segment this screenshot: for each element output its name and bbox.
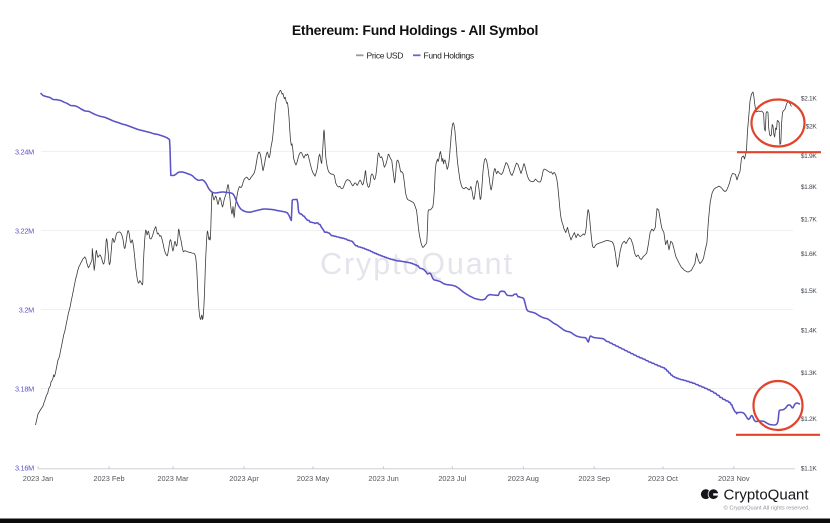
svg-text:$1.9K: $1.9K [801, 153, 818, 160]
svg-text:3.18M: 3.18M [15, 384, 34, 393]
svg-text:Fund Holdings: Fund Holdings [424, 50, 474, 60]
svg-text:$1.4K: $1.4K [801, 328, 818, 335]
svg-text:2023 Mar: 2023 Mar [157, 474, 189, 483]
svg-text:CryptoQuant: CryptoQuant [724, 487, 810, 504]
svg-text:2023 Feb: 2023 Feb [93, 474, 124, 483]
svg-text:$2.1K: $2.1K [801, 96, 818, 103]
svg-text:2023 Sep: 2023 Sep [578, 474, 610, 483]
svg-text:$1.5K: $1.5K [801, 288, 818, 295]
svg-text:2023 Aug: 2023 Aug [508, 474, 539, 483]
svg-text:2023 Nov: 2023 Nov [718, 474, 750, 483]
svg-text:© CryptoQuant All rights reser: © CryptoQuant All rights reserved. [724, 505, 811, 512]
svg-text:3.24M: 3.24M [15, 147, 34, 156]
svg-text:2023 Jun: 2023 Jun [368, 474, 398, 483]
svg-text:3.2M: 3.2M [19, 305, 34, 314]
svg-text:$2K: $2K [806, 124, 818, 131]
svg-text:2023 Jan: 2023 Jan [23, 474, 53, 483]
svg-text:$1.8K: $1.8K [801, 184, 818, 191]
svg-text:3.16M: 3.16M [15, 463, 34, 472]
svg-text:$1.7K: $1.7K [801, 217, 818, 224]
svg-text:$1.3K: $1.3K [801, 370, 818, 377]
svg-text:2023 Apr: 2023 Apr [229, 474, 259, 483]
svg-text:$1.6K: $1.6K [801, 251, 818, 258]
svg-text:2023 Jul: 2023 Jul [438, 474, 466, 483]
svg-text:Price USD: Price USD [367, 50, 404, 60]
svg-text:2023 May: 2023 May [297, 474, 330, 483]
svg-text:Ethereum: Fund Holdings - All: Ethereum: Fund Holdings - All Symbol [292, 22, 538, 38]
svg-text:$1.1K: $1.1K [801, 466, 818, 473]
svg-text:$1.2K: $1.2K [801, 416, 818, 423]
svg-text:3.22M: 3.22M [15, 226, 34, 235]
svg-text:2023 Oct: 2023 Oct [648, 474, 678, 483]
svg-text:CryptoQuant: CryptoQuant [320, 247, 514, 281]
